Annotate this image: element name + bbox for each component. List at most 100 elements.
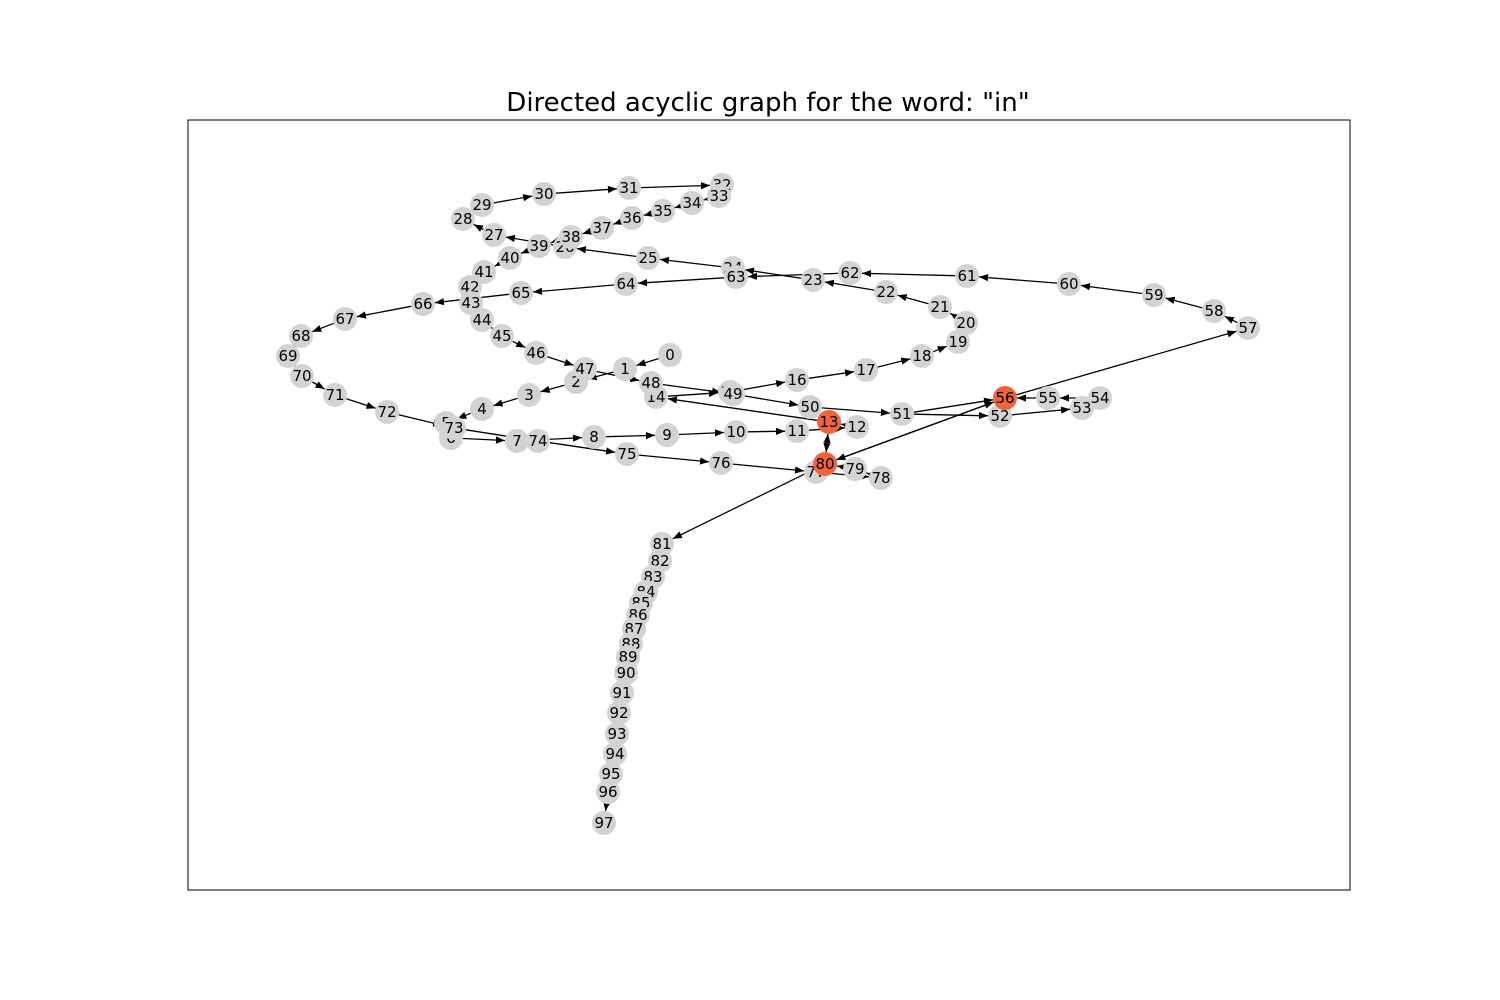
- node-74: 74: [526, 429, 550, 453]
- node-50: 50: [798, 395, 822, 419]
- node-circle: [955, 264, 979, 288]
- edge-76-77: [732, 463, 805, 474]
- edge-51-56: [913, 397, 994, 413]
- node-46: 46: [524, 341, 548, 365]
- node-58: 58: [1202, 299, 1226, 323]
- edge-9-10: [678, 429, 725, 437]
- edge-12-13: [840, 422, 851, 430]
- node-circle: [333, 307, 357, 331]
- node-circle: [910, 344, 934, 368]
- edge-80-81: [672, 468, 815, 540]
- node-21: 21: [928, 295, 952, 319]
- node-label: 23: [803, 271, 822, 289]
- node-circle: [559, 225, 583, 249]
- node-circle: [614, 272, 638, 296]
- node-label: 79: [845, 460, 864, 478]
- graph-title: Directed acyclic graph for the word: "in…: [506, 88, 1029, 118]
- node-circle: [470, 308, 494, 332]
- node-circle: [607, 701, 631, 725]
- node-circle: [582, 425, 606, 449]
- node-62: 62: [838, 261, 862, 285]
- node-circle: [509, 281, 533, 305]
- node-label: 35: [653, 202, 672, 220]
- edge-70-71: [312, 381, 325, 390]
- edge-10-11: [747, 427, 786, 435]
- node-label: 91: [612, 684, 631, 702]
- node-circle: [801, 268, 825, 292]
- node-11: 11: [785, 419, 809, 443]
- node-40: 40: [498, 246, 522, 270]
- node-circle: [375, 400, 399, 424]
- node-label: 11: [787, 422, 806, 440]
- node-label: 68: [291, 327, 310, 345]
- node-22: 22: [874, 280, 898, 304]
- node-circle: [605, 722, 629, 746]
- node-70: 70: [290, 364, 314, 388]
- node-label: 59: [1144, 286, 1163, 304]
- node-label: 97: [594, 814, 613, 832]
- node-circle: [680, 191, 704, 215]
- edge-30-31: [555, 185, 618, 194]
- node-67: 67: [333, 307, 357, 331]
- node-54: 54: [1088, 386, 1112, 410]
- node-60: 60: [1057, 272, 1081, 296]
- node-circle: [785, 368, 809, 392]
- node-65: 65: [509, 281, 533, 305]
- node-circle: [993, 386, 1017, 410]
- edge-18-19: [932, 345, 948, 354]
- node-16: 16: [785, 368, 809, 392]
- edge-29-30: [493, 194, 533, 204]
- node-72: 72: [375, 400, 399, 424]
- node-circle: [798, 395, 822, 419]
- edge-35-36: [643, 209, 654, 217]
- node-61: 61: [955, 264, 979, 288]
- node-circle: [526, 429, 550, 453]
- node-33: 33: [707, 184, 731, 208]
- node-34: 34: [680, 191, 704, 215]
- node-label: 69: [278, 347, 297, 365]
- node-52: 52: [988, 404, 1012, 428]
- node-circle: [505, 429, 529, 453]
- node-73: 73: [442, 416, 466, 440]
- node-label: 0: [665, 346, 675, 364]
- node-circle: [596, 780, 620, 804]
- node-label: 96: [598, 783, 617, 801]
- node-label: 44: [472, 311, 491, 329]
- node-label: 80: [815, 455, 834, 473]
- node-label: 38: [561, 228, 580, 246]
- node-label: 33: [709, 187, 728, 205]
- node-17: 17: [854, 358, 878, 382]
- node-label: 1: [620, 360, 630, 378]
- node-label: 49: [723, 385, 742, 403]
- node-circle: [599, 762, 623, 786]
- node-circle: [1142, 283, 1166, 307]
- edge-80-13: [823, 433, 831, 453]
- node-label: 42: [460, 278, 479, 296]
- node-label: 28: [453, 210, 472, 228]
- node-80: 80: [813, 452, 837, 476]
- node-31: 31: [617, 176, 641, 200]
- node-circle: [869, 466, 893, 490]
- node-43: 43: [459, 291, 483, 315]
- node-label: 62: [840, 264, 859, 282]
- node-circle: [946, 330, 970, 354]
- node-label: 90: [616, 664, 635, 682]
- node-label: 18: [912, 347, 931, 365]
- node-label: 76: [711, 454, 730, 472]
- node-label: 60: [1059, 275, 1078, 293]
- node-circle: [614, 661, 638, 685]
- node-label: 46: [526, 344, 545, 362]
- node-label: 56: [995, 389, 1014, 407]
- node-circle: [655, 423, 679, 447]
- node-7: 7: [505, 429, 529, 453]
- edge-71-72: [346, 398, 376, 409]
- node-label: 8: [589, 428, 599, 446]
- edge-48-49: [662, 383, 722, 395]
- node-circle: [854, 358, 878, 382]
- node-20: 20: [954, 311, 978, 335]
- node-circle: [498, 246, 522, 270]
- node-36: 36: [620, 206, 644, 230]
- node-circle: [651, 199, 675, 223]
- node-76: 76: [709, 451, 733, 475]
- node-circle: [592, 811, 616, 835]
